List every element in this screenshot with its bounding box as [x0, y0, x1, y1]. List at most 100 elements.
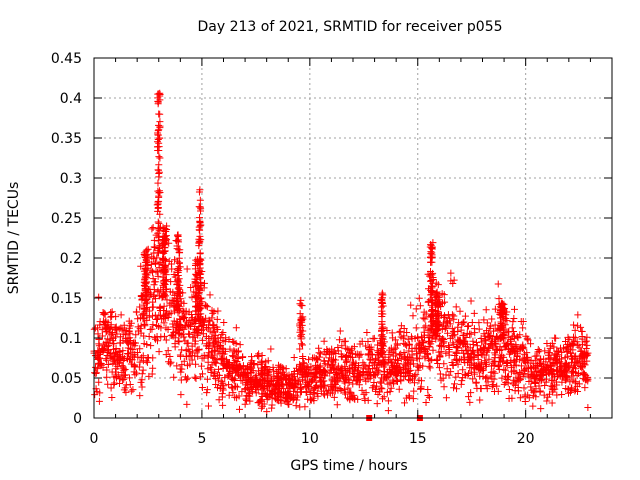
data-point: [159, 224, 167, 232]
data-point: [433, 312, 441, 320]
chart-title: Day 213 of 2021, SRMTID for receiver p05…: [197, 19, 502, 35]
data-point: [503, 376, 511, 384]
data-point: [383, 388, 391, 396]
data-point: [249, 360, 257, 368]
data-point: [437, 348, 445, 356]
data-point: [450, 276, 458, 284]
data-point: [403, 329, 411, 337]
data-point: [566, 363, 574, 371]
data-point: [168, 331, 176, 339]
data-point: [342, 358, 350, 366]
data-point: [325, 386, 333, 394]
data-point: [195, 203, 203, 211]
data-point: [140, 314, 148, 322]
data-point: [234, 354, 242, 362]
data-point: [487, 322, 495, 330]
data-point: [95, 293, 103, 301]
data-point: [193, 258, 201, 266]
data-point: [159, 261, 167, 269]
data-point: [187, 310, 195, 318]
data-point: [178, 346, 186, 354]
data-point: [405, 376, 413, 384]
data-point: [412, 371, 420, 379]
data-point: [143, 341, 151, 349]
data-point: [258, 397, 266, 405]
data-point: [461, 337, 469, 345]
data-point: [97, 360, 105, 368]
data-point: [499, 300, 507, 308]
data-point: [507, 340, 515, 348]
data-point: [92, 363, 100, 371]
data-point: [209, 341, 217, 349]
data-point: [422, 322, 430, 330]
data-point: [401, 353, 409, 361]
data-point: [411, 372, 419, 380]
data-point: [534, 345, 542, 353]
data-point: [291, 384, 299, 392]
data-point: [172, 327, 180, 335]
data-point: [482, 351, 490, 359]
data-point: [155, 292, 163, 300]
data-point: [466, 354, 474, 362]
data-point: [450, 328, 458, 336]
data-point: [221, 374, 229, 382]
data-point: [429, 346, 437, 354]
data-point: [164, 314, 172, 322]
data-point: [156, 122, 164, 130]
data-point: [350, 343, 358, 351]
data-point: [485, 332, 493, 340]
data-point: [121, 384, 129, 392]
data-point: [138, 370, 146, 378]
data-point: [167, 260, 175, 268]
data-point: [480, 316, 488, 324]
data-point: [123, 355, 131, 363]
data-point: [209, 309, 217, 317]
data-point: [578, 347, 586, 355]
y-tick-label: 0.45: [51, 51, 82, 67]
data-point: [431, 299, 439, 307]
data-point: [220, 360, 228, 368]
data-point: [426, 364, 434, 372]
data-point: [569, 368, 577, 376]
data-point: [481, 359, 489, 367]
data-point: [229, 375, 237, 383]
data-point: [433, 357, 441, 365]
data-point: [410, 387, 418, 395]
data-point: [139, 366, 147, 374]
data-point: [334, 343, 342, 351]
data-point: [368, 351, 376, 359]
data-point: [127, 360, 135, 368]
data-point: [315, 349, 323, 357]
data-point: [578, 340, 586, 348]
data-point: [547, 382, 555, 390]
data-point: [236, 341, 244, 349]
data-point: [333, 401, 341, 409]
data-point: [302, 383, 310, 391]
data-point: [185, 322, 193, 330]
data-point: [330, 366, 338, 374]
y-tick-label: 0.2: [60, 251, 82, 267]
data-point: [131, 363, 139, 371]
data-point: [347, 347, 355, 355]
data-point: [365, 362, 373, 370]
data-point: [467, 297, 475, 305]
data-point: [525, 378, 533, 386]
data-point: [140, 305, 148, 313]
data-point: [372, 364, 380, 372]
data-point: [257, 404, 265, 412]
data-point: [340, 377, 348, 385]
data-point: [170, 373, 178, 381]
data-point: [218, 377, 226, 385]
data-point: [305, 356, 313, 364]
data-point: [154, 229, 162, 237]
data-point: [565, 335, 573, 343]
data-point: [147, 342, 155, 350]
data-point: [141, 264, 149, 272]
data-point: [459, 366, 467, 374]
data-point: [378, 341, 386, 349]
data-point: [356, 376, 364, 384]
data-point: [447, 277, 455, 285]
data-point: [290, 368, 298, 376]
data-point: [316, 377, 324, 385]
data-point: [447, 269, 455, 277]
